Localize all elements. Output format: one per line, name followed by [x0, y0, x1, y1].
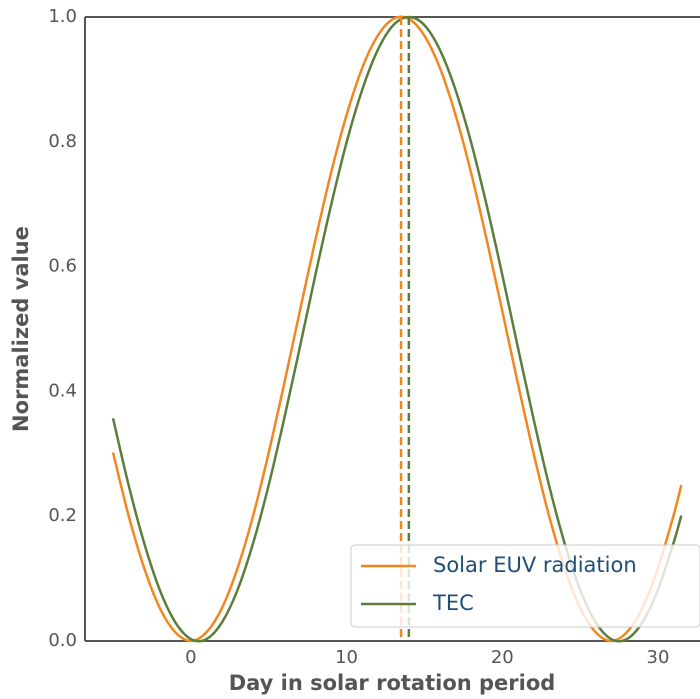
legend-label: Solar EUV radiation [433, 553, 637, 577]
y-tick-label: 0.4 [48, 380, 77, 401]
y-tick-label: 1.0 [48, 6, 77, 27]
legend-box [350, 544, 700, 628]
x-tick-label: 0 [185, 647, 196, 668]
x-tick-label: 20 [491, 647, 514, 668]
x-tick-label: 30 [647, 647, 670, 668]
y-tick-label: 0.8 [48, 131, 77, 152]
y-tick-label: 0.6 [48, 256, 77, 277]
y-tick-label: 0.0 [48, 630, 77, 651]
x-tick-label: 10 [335, 647, 358, 668]
y-axis-label: Normalized value [9, 226, 33, 432]
x-axis-label: Day in solar rotation period [229, 671, 556, 695]
legend-label: TEC [432, 591, 474, 615]
y-tick-label: 0.2 [48, 505, 77, 526]
